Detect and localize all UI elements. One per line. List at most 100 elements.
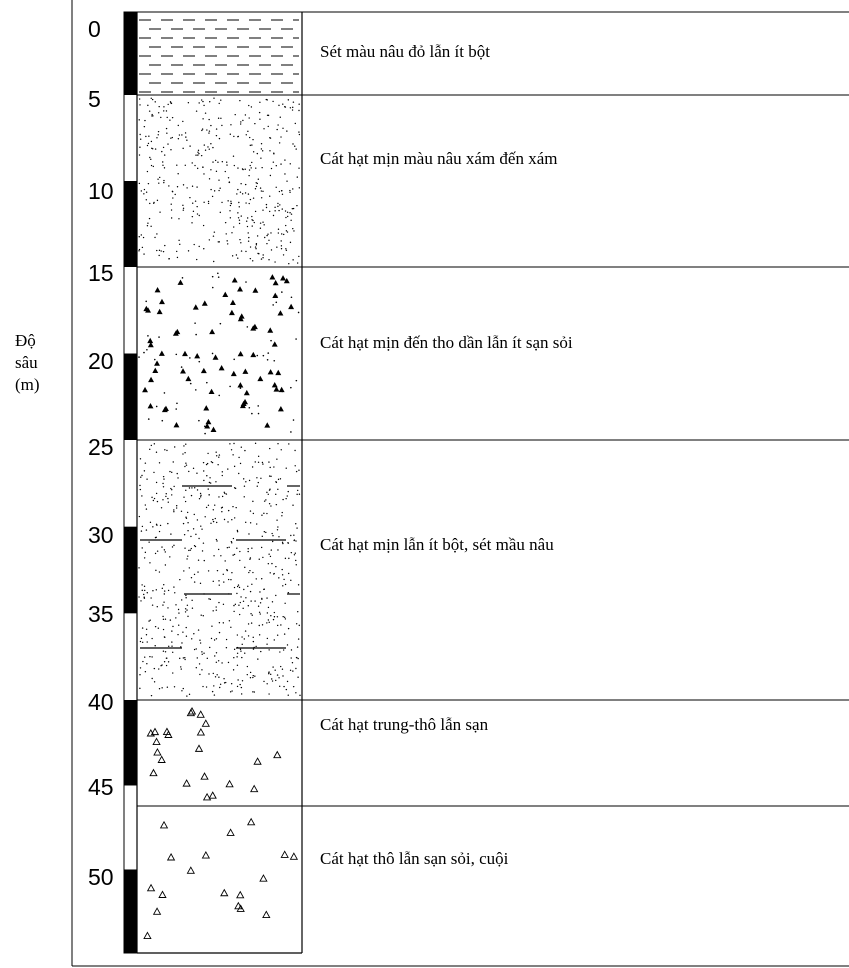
sand-dot xyxy=(212,509,215,511)
sand-dot xyxy=(144,656,146,658)
sand-dot xyxy=(218,676,220,678)
sand-dot xyxy=(212,672,214,675)
sand-dot xyxy=(149,448,151,451)
sand-dot xyxy=(216,674,218,676)
depth-tick-label: 35 xyxy=(88,601,114,627)
sand-dot xyxy=(263,128,265,130)
sand-dot xyxy=(142,660,144,663)
layer-medium-sand-grit-pattern xyxy=(146,707,282,801)
sand-dot xyxy=(221,161,224,163)
sand-dot xyxy=(221,124,223,127)
sand-dot xyxy=(213,231,216,233)
sand-dot xyxy=(215,652,218,654)
sand-dot xyxy=(220,117,222,119)
sand-dot xyxy=(208,148,210,150)
sand-dot xyxy=(263,680,265,683)
sand-dot xyxy=(144,462,147,464)
sand-dot xyxy=(138,236,140,238)
sand-dot xyxy=(139,104,141,106)
sand-dot xyxy=(176,250,178,253)
sand-dot xyxy=(222,573,224,575)
sand-dot xyxy=(277,549,279,551)
sand-dot xyxy=(163,660,166,663)
sand-dot xyxy=(278,677,280,679)
sand-dot xyxy=(173,485,175,488)
sand-dot xyxy=(278,577,280,579)
sand-dot xyxy=(165,495,167,498)
sand-dot xyxy=(193,648,196,651)
sand-dot xyxy=(253,691,256,693)
sand-dot xyxy=(163,593,166,595)
gravel-grain xyxy=(250,351,257,358)
depth-tick-label: 15 xyxy=(88,260,114,286)
sand-dot xyxy=(163,392,166,394)
sand-dot xyxy=(241,656,243,659)
sand-dot xyxy=(189,145,191,147)
sand-dot xyxy=(259,222,262,224)
depth-tick-label: 5 xyxy=(88,86,101,112)
gravel-grain xyxy=(209,328,216,335)
sand-dot xyxy=(193,513,195,516)
sand-dot xyxy=(165,110,168,112)
sand-dot xyxy=(201,653,203,655)
sand-dot xyxy=(230,200,232,203)
layer-description: Cát hạt thô lẫn sạn sỏi, cuội xyxy=(320,849,509,868)
scale-bar-segment xyxy=(124,12,137,95)
sand-dot xyxy=(236,592,238,595)
sand-dot xyxy=(180,599,183,601)
sand-dot xyxy=(167,589,170,592)
sand-dot xyxy=(249,198,252,201)
sand-dot xyxy=(158,254,160,257)
sand-dot xyxy=(184,465,186,468)
sand-dot xyxy=(292,101,295,103)
sand-dot xyxy=(167,607,169,609)
sand-dot xyxy=(140,637,143,640)
sand-dot xyxy=(140,600,142,602)
sand-dot xyxy=(285,248,287,250)
gravel-grain xyxy=(186,866,195,874)
sand-dot xyxy=(163,106,165,108)
sand-dot xyxy=(238,586,241,589)
sand-dot xyxy=(294,552,297,554)
sand-dot xyxy=(223,518,226,521)
sand-dot xyxy=(297,311,300,314)
sand-dot xyxy=(239,238,241,241)
sand-dot xyxy=(248,117,250,119)
sand-dot xyxy=(232,226,235,228)
sand-dot xyxy=(143,585,146,588)
sand-dot xyxy=(203,479,205,482)
sand-dot xyxy=(184,164,186,166)
sand-dot xyxy=(166,686,169,688)
sand-dot xyxy=(237,584,240,586)
sand-dot xyxy=(262,209,264,211)
sand-dot xyxy=(204,516,206,518)
sand-dot xyxy=(139,674,141,676)
sand-dot xyxy=(145,135,147,138)
sand-dot xyxy=(249,164,251,167)
gravel-grain xyxy=(271,382,278,388)
sand-dot xyxy=(145,634,148,636)
sand-dot xyxy=(251,161,253,164)
sand-dot xyxy=(221,471,224,473)
sand-dot xyxy=(215,538,218,541)
sand-dot xyxy=(226,569,229,572)
sand-dot xyxy=(296,204,298,207)
sand-dot xyxy=(149,202,151,205)
sand-dot xyxy=(275,503,278,506)
sand-dot xyxy=(202,461,205,464)
gravel-grain xyxy=(237,286,243,292)
layer-silty-sand-pattern xyxy=(138,442,301,697)
sand-dot xyxy=(247,585,249,588)
sand-dot xyxy=(183,445,185,447)
sand-dot xyxy=(190,577,193,579)
sand-dot xyxy=(152,526,154,528)
sand-dot xyxy=(262,556,264,559)
sand-dot xyxy=(250,106,253,108)
sand-dot xyxy=(287,627,290,630)
sand-dot xyxy=(258,611,261,613)
sand-dot xyxy=(195,648,197,650)
gravel-grain xyxy=(150,727,160,736)
sand-dot xyxy=(235,254,238,256)
gravel-grain xyxy=(275,369,282,376)
sand-dot xyxy=(260,197,263,199)
